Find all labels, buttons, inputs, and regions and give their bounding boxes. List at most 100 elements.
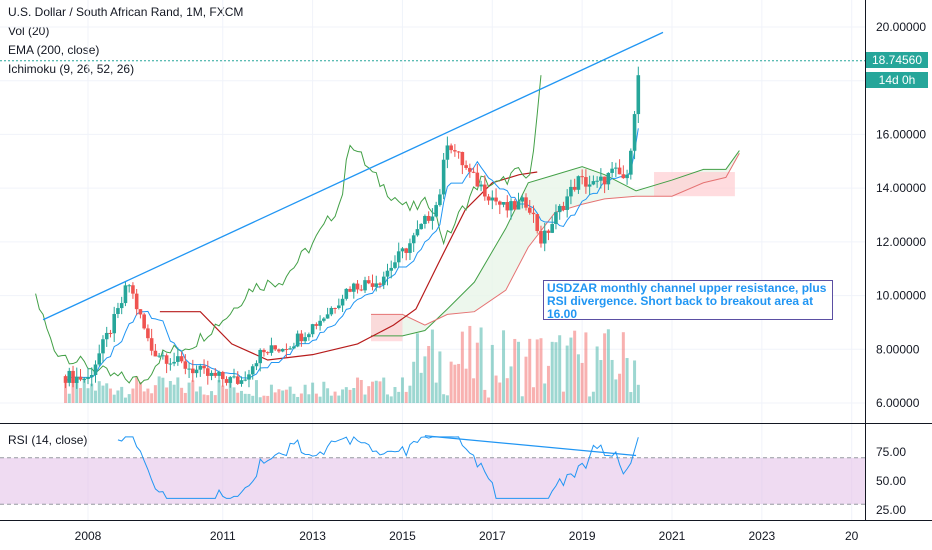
candle-body bbox=[153, 350, 158, 357]
candle-body bbox=[576, 176, 581, 190]
candle-body bbox=[344, 288, 349, 299]
candle-body bbox=[490, 197, 495, 201]
candle-body bbox=[202, 365, 206, 369]
volume-bar bbox=[232, 387, 236, 403]
volume-bar bbox=[359, 379, 363, 403]
candle-body bbox=[247, 374, 251, 380]
volume-bar bbox=[307, 394, 311, 403]
time-tick-label: 2023 bbox=[748, 529, 775, 543]
candle-body bbox=[505, 202, 510, 211]
candle-body bbox=[512, 201, 517, 210]
candle-body bbox=[149, 338, 154, 351]
volume-bar bbox=[393, 387, 397, 403]
legend-ema[interactable]: EMA (200, close) bbox=[8, 43, 100, 57]
candle-body bbox=[78, 376, 83, 380]
volume-bar bbox=[400, 377, 404, 403]
volume-bar bbox=[505, 378, 509, 403]
volume-bar bbox=[618, 373, 622, 403]
candle-body bbox=[284, 349, 289, 351]
candle-body bbox=[329, 308, 334, 315]
candle-body bbox=[123, 285, 128, 304]
volume-bar bbox=[153, 385, 157, 403]
candle-body bbox=[527, 207, 532, 213]
annotation-box[interactable]: USDZAR monthly channel upper resistance,… bbox=[543, 280, 833, 321]
volume-bar bbox=[371, 381, 375, 403]
candle-body bbox=[254, 363, 259, 367]
candle-body bbox=[213, 372, 218, 376]
volume-bar bbox=[82, 377, 86, 403]
volume-bar bbox=[546, 365, 550, 403]
volume-bar bbox=[633, 360, 637, 403]
candle-body bbox=[209, 372, 214, 376]
candle-body bbox=[138, 309, 143, 315]
candle-body bbox=[520, 197, 525, 202]
candle-body bbox=[176, 356, 180, 362]
candle-body bbox=[535, 214, 540, 232]
volume-bar bbox=[239, 390, 243, 403]
candle-body bbox=[393, 262, 397, 268]
volume-bar bbox=[438, 351, 442, 403]
volume-bar bbox=[430, 329, 434, 403]
volume-bar bbox=[513, 338, 517, 403]
volume-bar bbox=[442, 394, 446, 403]
volume-bar bbox=[326, 388, 330, 403]
volume-bar bbox=[90, 383, 94, 403]
volume-bar bbox=[112, 394, 116, 403]
candle-body bbox=[400, 248, 405, 252]
candle-body bbox=[370, 283, 375, 287]
candle-body bbox=[295, 333, 300, 347]
legend-ichimoku[interactable]: Ichimoku (9, 26, 52, 26) bbox=[8, 62, 135, 76]
volume-bar bbox=[494, 375, 498, 403]
candle-body bbox=[479, 184, 483, 187]
volume-bar bbox=[595, 346, 599, 403]
candle-body bbox=[483, 184, 487, 197]
candle-body bbox=[269, 345, 274, 353]
candle-body bbox=[385, 270, 390, 277]
candle-body bbox=[89, 375, 94, 378]
volume-bar bbox=[322, 381, 326, 403]
candle-body bbox=[318, 320, 322, 326]
candle-body bbox=[516, 201, 521, 210]
volume-bar bbox=[606, 329, 610, 403]
current-price-tag: 18.74560 bbox=[866, 52, 928, 68]
rsi-divergence-line bbox=[424, 435, 637, 457]
volume-bar bbox=[356, 377, 360, 403]
volume-bar bbox=[531, 387, 535, 403]
volume-bar bbox=[142, 391, 146, 403]
candle-body bbox=[636, 75, 641, 115]
candle-body bbox=[97, 353, 102, 365]
candle-body bbox=[539, 231, 543, 244]
volume-bar bbox=[367, 386, 371, 403]
time-tick-label: 2013 bbox=[299, 529, 326, 543]
volume-bar bbox=[382, 377, 386, 403]
volume-bar bbox=[329, 395, 333, 403]
candle-body bbox=[617, 167, 622, 175]
candle-body bbox=[198, 365, 203, 370]
time-tick-label: 2021 bbox=[659, 529, 686, 543]
volume-bar bbox=[198, 386, 202, 403]
volume-bar bbox=[269, 384, 273, 403]
candle-body bbox=[172, 361, 176, 364]
candle-body bbox=[378, 283, 382, 285]
candle-body bbox=[292, 346, 296, 349]
ichimoku-cloud-bearish-future bbox=[654, 172, 735, 197]
time-tick-label: 2017 bbox=[479, 529, 506, 543]
candle-body bbox=[599, 176, 603, 181]
candle-body bbox=[86, 377, 90, 380]
candle-body bbox=[542, 230, 547, 244]
candle-body bbox=[557, 205, 562, 213]
volume-bar bbox=[165, 387, 169, 403]
legend-rsi[interactable]: RSI (14, close) bbox=[8, 433, 88, 447]
volume-bar bbox=[161, 377, 165, 403]
candle-body bbox=[191, 368, 195, 374]
price-tick-label: 10.00000 bbox=[876, 289, 926, 303]
volume-bar bbox=[64, 379, 68, 403]
volume-bar bbox=[303, 384, 307, 403]
volume-bar bbox=[266, 395, 270, 403]
volume-bar bbox=[419, 372, 423, 403]
price-tick-label: 8.00000 bbox=[876, 342, 920, 356]
volume-bar bbox=[67, 393, 71, 403]
volume-bar bbox=[603, 333, 607, 403]
volume-bar bbox=[415, 333, 419, 403]
